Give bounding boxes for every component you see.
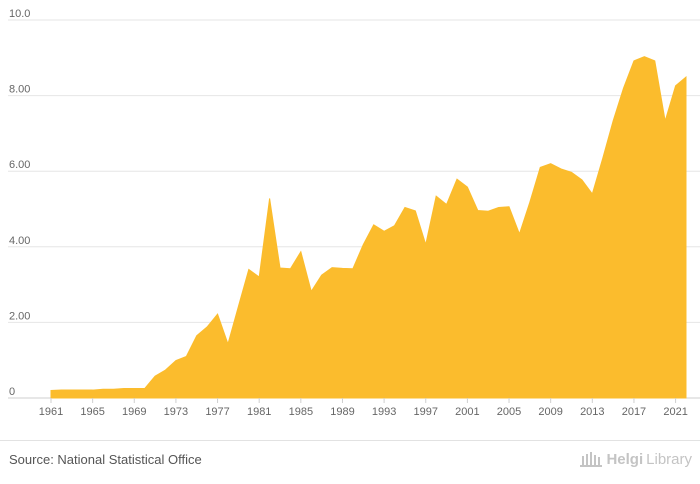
data-point <box>216 312 220 316</box>
data-point <box>351 267 355 271</box>
data-point <box>205 325 209 329</box>
data-point <box>465 185 469 189</box>
x-tick-label: 1977 <box>205 406 229 418</box>
data-point <box>476 209 480 213</box>
data-point <box>517 232 521 236</box>
data-point <box>91 388 95 392</box>
data-series-area <box>50 56 687 399</box>
data-point <box>403 205 407 209</box>
data-point <box>486 209 490 213</box>
x-tick-label: 1981 <box>247 406 271 418</box>
data-point <box>569 170 573 174</box>
data-area <box>49 55 688 399</box>
x-tick-label: 1961 <box>39 406 63 418</box>
data-point <box>497 205 501 209</box>
y-tick-label: 4.00 <box>9 235 30 247</box>
data-point <box>299 250 303 254</box>
data-point <box>320 273 324 277</box>
data-point <box>434 194 438 198</box>
brand-name-library: Library <box>646 450 692 468</box>
data-point <box>382 229 386 233</box>
data-point <box>653 59 657 63</box>
data-point <box>153 374 157 378</box>
data-point <box>247 267 251 271</box>
y-tick-label: 6.00 <box>9 159 30 171</box>
data-point <box>164 368 168 372</box>
x-tick-label: 2001 <box>455 406 479 418</box>
brand-name-helgi: Helgi <box>606 450 644 468</box>
data-point <box>413 209 417 213</box>
x-tick-label: 2005 <box>497 406 521 418</box>
data-point <box>559 167 563 171</box>
library-building-icon <box>580 452 603 467</box>
data-point <box>538 165 542 169</box>
data-point <box>549 162 553 166</box>
helgilibrary-logo: Helgi Library <box>579 450 692 468</box>
x-tick-label: 1989 <box>330 406 354 418</box>
data-point <box>236 305 240 309</box>
data-point <box>393 224 397 228</box>
data-point <box>309 289 313 293</box>
data-point <box>684 75 688 79</box>
data-point <box>528 200 532 204</box>
data-point <box>70 388 74 392</box>
data-point <box>80 388 84 392</box>
data-point <box>49 388 53 392</box>
data-point <box>642 55 646 59</box>
x-tick-label: 1997 <box>414 406 438 418</box>
x-tick-label: 2017 <box>622 406 646 418</box>
data-point <box>611 119 615 123</box>
data-point <box>580 178 584 182</box>
x-tick-label: 1969 <box>122 406 146 418</box>
data-point <box>132 387 136 391</box>
y-axis-ticks: 0 2.00 4.00 6.00 8.00 10.0 <box>9 8 30 398</box>
data-point <box>340 266 344 270</box>
data-point <box>632 59 636 63</box>
data-point <box>268 196 272 200</box>
data-point <box>361 243 365 247</box>
x-tick-label: 2021 <box>663 406 687 418</box>
data-point <box>622 86 626 90</box>
x-tick-label: 1965 <box>80 406 104 418</box>
y-tick-label: 8.00 <box>9 84 30 96</box>
x-tick-label: 1985 <box>289 406 313 418</box>
data-point <box>111 387 115 391</box>
data-point <box>601 156 605 160</box>
data-point <box>59 388 63 392</box>
data-point <box>507 205 511 209</box>
data-point <box>101 387 105 391</box>
data-point <box>455 177 459 181</box>
data-point <box>330 266 334 270</box>
data-point <box>278 266 282 270</box>
x-tick-label: 2009 <box>538 406 562 418</box>
data-point <box>122 387 126 391</box>
data-point <box>372 223 376 227</box>
source-text: Source: National Statistical Office <box>9 452 202 467</box>
data-point <box>184 354 188 358</box>
x-tick-label: 1973 <box>164 406 188 418</box>
chart-footer: Source: National Statistical Office Helg… <box>0 440 700 484</box>
y-tick-label: 10.0 <box>9 8 30 20</box>
x-axis-ticks: 1961 1965 1969 1973 1977 1981 1985 1989 1993 1997… <box>39 398 688 418</box>
y-tick-label: 2.00 <box>9 310 30 322</box>
x-tick-label: 1993 <box>372 406 396 418</box>
data-point <box>424 243 428 247</box>
x-tick-label: 2013 <box>580 406 604 418</box>
data-point <box>143 387 147 391</box>
data-point <box>663 119 667 123</box>
data-point <box>257 275 261 279</box>
data-point <box>288 267 292 271</box>
data-point <box>590 192 594 196</box>
data-point <box>445 202 449 206</box>
data-point <box>174 359 178 363</box>
data-point <box>674 84 678 88</box>
data-point <box>195 334 199 338</box>
y-tick-label: 0 <box>9 386 15 398</box>
data-point <box>226 342 230 346</box>
chart-area: 0 2.00 4.00 6.00 8.00 10.0 1961 1965 1969 1973 19… <box>8 8 700 418</box>
